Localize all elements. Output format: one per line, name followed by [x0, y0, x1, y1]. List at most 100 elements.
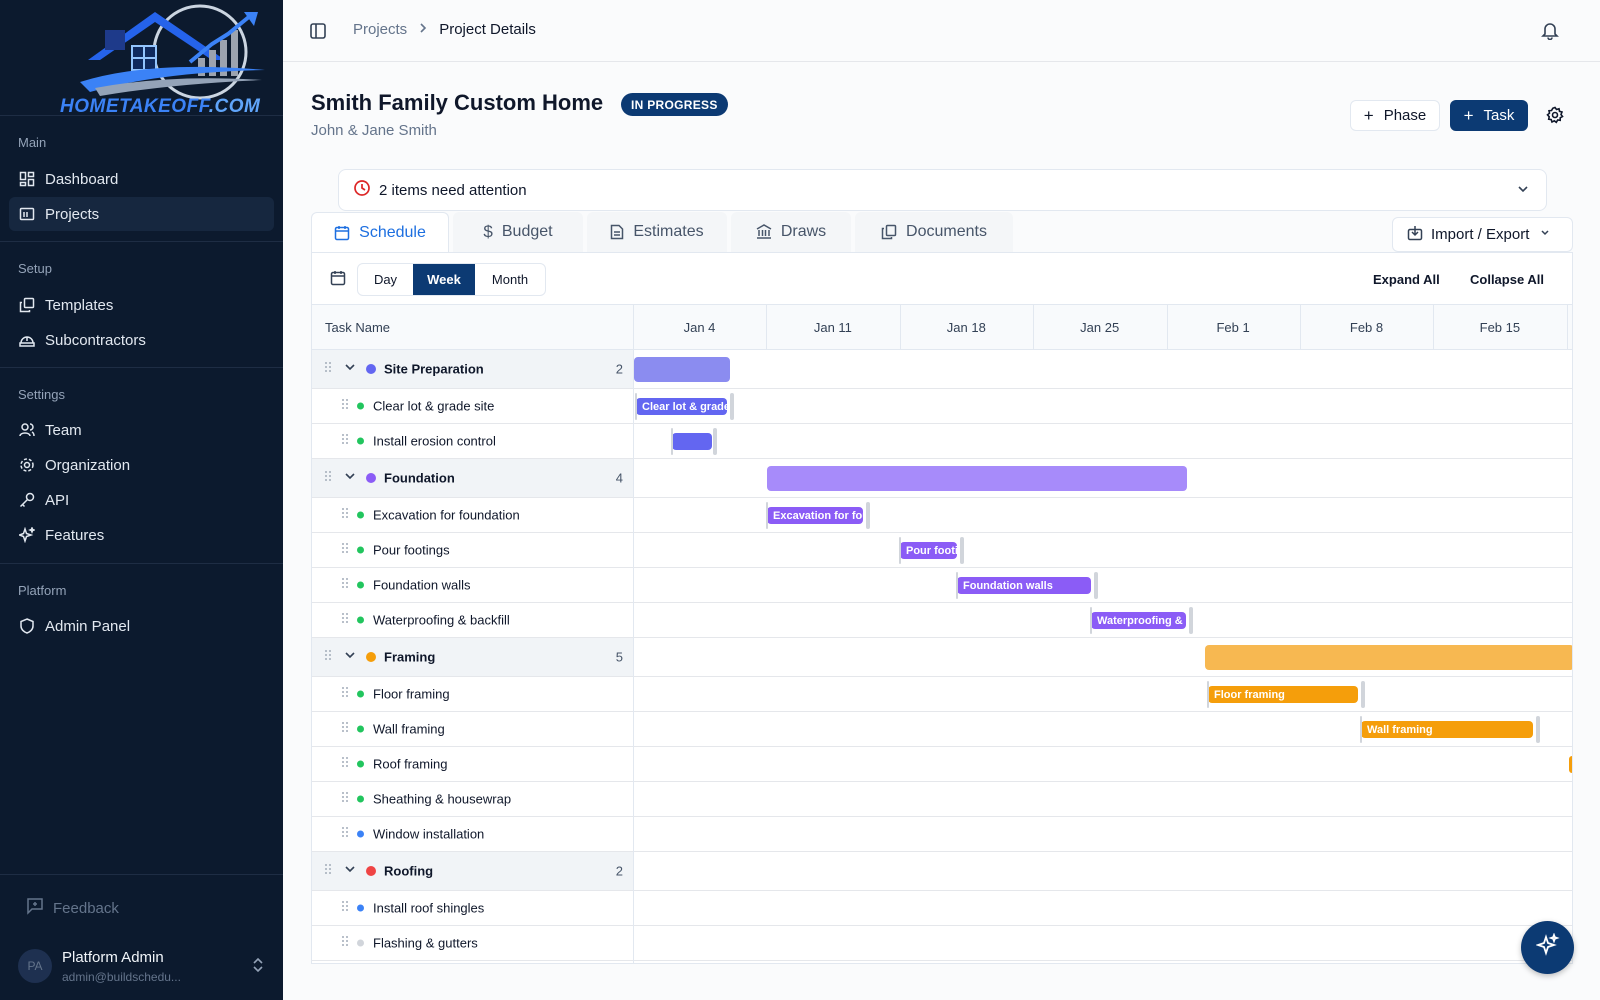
phase-bar[interactable]	[634, 357, 730, 382]
drag-handle-icon[interactable]	[341, 541, 349, 559]
task-row[interactable]: Waterproofing & backfill Waterproofing & …	[312, 603, 1572, 638]
drag-handle-icon[interactable]	[341, 397, 349, 415]
resize-handle[interactable]	[899, 537, 901, 564]
drag-handle-icon[interactable]	[341, 934, 349, 952]
resize-handle[interactable]	[960, 537, 964, 564]
add-phase-button[interactable]: + Phase	[1350, 100, 1440, 131]
phase-bar[interactable]	[1205, 645, 1572, 670]
task-bar[interactable]	[1569, 756, 1572, 773]
phase-bar[interactable]	[767, 466, 1187, 491]
phase-row[interactable]: 4 Foundation	[312, 459, 1572, 498]
tab-draws[interactable]: Draws	[731, 212, 851, 252]
sidebar-item-subcontractors[interactable]: Subcontractors	[9, 323, 274, 357]
task-row[interactable]: Clear lot & grade site Clear lot & grade …	[312, 389, 1572, 424]
view-day-button[interactable]: Day	[373, 272, 398, 287]
resize-handle[interactable]	[730, 393, 734, 420]
task-bar[interactable]: Pour footings	[900, 542, 957, 559]
resize-handle[interactable]	[1361, 681, 1365, 708]
drag-handle-icon[interactable]	[341, 790, 349, 808]
sidebar-item-team[interactable]: Team	[9, 413, 274, 447]
resize-handle[interactable]	[1094, 572, 1098, 599]
resize-handle[interactable]	[1090, 607, 1092, 634]
chevron-down-icon[interactable]	[344, 862, 356, 880]
phase-row[interactable]: 2 Site Preparation	[312, 350, 1572, 389]
tab-documents[interactable]: Documents	[855, 212, 1013, 252]
view-week-button[interactable]: Week	[413, 264, 475, 295]
drag-handle-icon[interactable]	[324, 360, 332, 378]
task-row[interactable]: Wall framing Wall framing	[312, 712, 1572, 747]
drag-handle-icon[interactable]	[341, 899, 349, 917]
collapse-all-button[interactable]: Collapse All	[1470, 272, 1544, 287]
task-row[interactable]: Excavation for foundation Excavation for …	[312, 498, 1572, 533]
task-row[interactable]: Foundation walls Foundation walls	[312, 568, 1572, 603]
task-row[interactable]: Install roof shingles	[312, 891, 1572, 926]
task-bar-label: Foundation walls	[963, 579, 1053, 592]
drag-handle-icon[interactable]	[341, 506, 349, 524]
brand-logo[interactable]: HOMETAKEOFF.COM	[0, 0, 283, 117]
tab-budget[interactable]: $ Budget	[453, 212, 583, 252]
ai-assistant-button[interactable]	[1521, 921, 1574, 974]
resize-handle[interactable]	[956, 572, 958, 599]
drag-handle-icon[interactable]	[341, 755, 349, 773]
sidebar-item-admin-panel[interactable]: Admin Panel	[9, 609, 274, 643]
task-bar[interactable]: Floor framing	[1208, 686, 1358, 703]
resize-handle[interactable]	[1189, 607, 1193, 634]
resize-handle[interactable]	[671, 428, 673, 455]
drag-handle-icon[interactable]	[341, 685, 349, 703]
drag-handle-icon[interactable]	[324, 862, 332, 880]
chevron-down-icon[interactable]	[344, 648, 356, 666]
sidebar-item-features[interactable]: Features	[9, 518, 274, 552]
resize-handle[interactable]	[1207, 681, 1209, 708]
tab-estimates[interactable]: Estimates	[587, 212, 727, 252]
drag-handle-icon[interactable]	[324, 469, 332, 487]
sidebar-item-templates[interactable]: Templates	[9, 288, 274, 322]
view-month-button[interactable]: Month	[491, 272, 529, 287]
task-row[interactable]: Sheathing & housewrap	[312, 782, 1572, 817]
task-bar[interactable]: Excavation for foundation	[767, 507, 863, 524]
drag-handle-icon[interactable]	[341, 611, 349, 629]
sidebar-item-api[interactable]: API	[9, 483, 274, 517]
phase-row[interactable]: 2 Roofing	[312, 852, 1572, 891]
resize-handle[interactable]	[635, 393, 637, 420]
bell-icon[interactable]	[1540, 20, 1560, 45]
task-row[interactable]: Install erosion control	[312, 424, 1572, 459]
task-row[interactable]: Pour footings Pour footings	[312, 533, 1572, 568]
task-bar[interactable]: Foundation walls	[957, 577, 1091, 594]
sidebar-item-dashboard[interactable]: Dashboard	[9, 162, 274, 196]
task-row[interactable]: Roof framing	[312, 747, 1572, 782]
attention-alert[interactable]: 2 items need attention	[338, 169, 1547, 211]
drag-handle-icon[interactable]	[341, 825, 349, 843]
resize-handle[interactable]	[866, 502, 870, 529]
sidebar-item-organization[interactable]: Organization	[9, 448, 274, 482]
drag-handle-icon[interactable]	[341, 432, 349, 450]
chevron-down-icon[interactable]	[344, 469, 356, 487]
resize-handle[interactable]	[713, 428, 717, 455]
breadcrumb-projects[interactable]: Projects	[353, 21, 408, 38]
calendar-icon[interactable]	[330, 270, 346, 291]
expand-all-button[interactable]: Expand All	[1373, 272, 1440, 287]
task-bar[interactable]	[672, 433, 712, 450]
user-menu[interactable]: PA Platform Admin admin@buildschedu...	[18, 944, 273, 988]
resize-handle[interactable]	[766, 502, 768, 529]
drag-handle-icon[interactable]	[324, 648, 332, 666]
gear-icon[interactable]	[1546, 106, 1564, 129]
page-title: Smith Family Custom Home	[311, 90, 604, 115]
phase-row[interactable]: 5 Framing	[312, 638, 1572, 677]
feedback-button[interactable]: Feedback	[26, 897, 119, 919]
drag-handle-icon[interactable]	[341, 576, 349, 594]
task-row[interactable]: Floor framing Floor framing	[312, 677, 1572, 712]
resize-handle[interactable]	[1536, 716, 1540, 743]
task-bar[interactable]: Wall framing	[1361, 721, 1533, 738]
task-row[interactable]: Flashing & gutters	[312, 926, 1572, 961]
import-export-button[interactable]: Import / Export	[1392, 217, 1573, 252]
resize-handle[interactable]	[1360, 716, 1362, 743]
tab-schedule[interactable]: Schedule	[311, 212, 449, 252]
task-row[interactable]: Window installation	[312, 817, 1572, 852]
task-bar[interactable]: Clear lot & grade site	[636, 398, 727, 415]
sidebar-toggle-icon[interactable]	[309, 22, 327, 45]
add-task-button[interactable]: + Task	[1450, 100, 1528, 131]
sidebar-item-projects[interactable]: Projects	[9, 197, 274, 231]
task-bar[interactable]: Waterproofing & backfill	[1091, 612, 1186, 629]
drag-handle-icon[interactable]	[341, 720, 349, 738]
chevron-down-icon[interactable]	[344, 360, 356, 378]
